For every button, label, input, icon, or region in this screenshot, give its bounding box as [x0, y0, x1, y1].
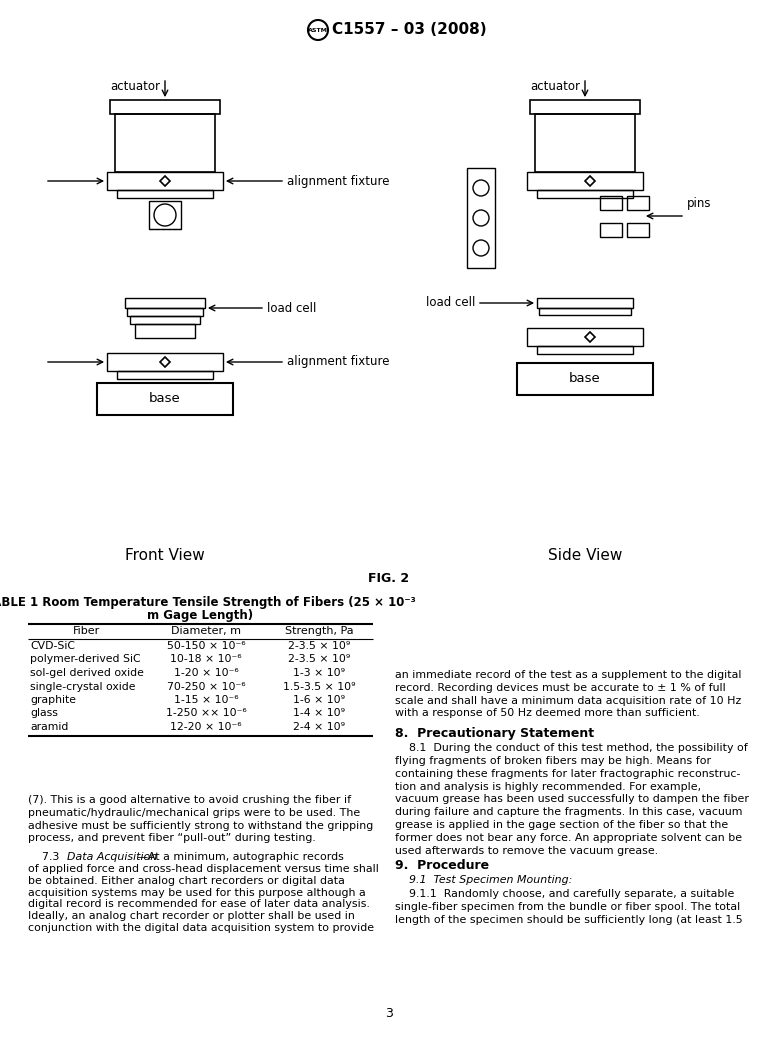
Bar [107, 172, 223, 191]
Text: Fiber: Fiber [73, 626, 100, 636]
Text: 8.  Precautionary Statement: 8. Precautionary Statement [395, 728, 594, 740]
Text: Strength, Pa: Strength, Pa [286, 626, 354, 636]
Text: 12-20 × 10⁻⁶: 12-20 × 10⁻⁶ [170, 722, 242, 732]
Text: 9.1.1  Randomly choose, and carefully separate, a suitable
single-fiber specimen: 9.1.1 Randomly choose, and carefully sep… [395, 889, 743, 924]
Bar [517, 363, 653, 395]
Text: m Gage Length): m Gage Length) [148, 609, 254, 623]
Text: 10-18 × 10⁻⁶: 10-18 × 10⁻⁶ [170, 655, 242, 664]
Text: 1.5-3.5 × 10⁹: 1.5-3.5 × 10⁹ [283, 682, 356, 691]
Text: base: base [149, 392, 180, 406]
Text: 9.1  Test Specimen Mounting:: 9.1 Test Specimen Mounting: [395, 875, 573, 886]
Text: Side View: Side View [548, 548, 622, 563]
Text: 50-150 × 10⁻⁶: 50-150 × 10⁻⁶ [166, 641, 245, 651]
Text: 1-20 × 10⁻⁶: 1-20 × 10⁻⁶ [173, 668, 238, 678]
Text: polymer-derived SiC: polymer-derived SiC [30, 655, 141, 664]
Text: digital record is recommended for ease of later data analysis.: digital record is recommended for ease o… [28, 899, 370, 910]
Text: 2-4 × 10⁹: 2-4 × 10⁹ [293, 722, 345, 732]
Text: of applied force and cross-head displacement versus time shall: of applied force and cross-head displace… [28, 864, 379, 874]
Bar [530, 100, 640, 115]
Bar [127, 308, 203, 316]
Text: load cell: load cell [267, 302, 317, 314]
Bar [539, 308, 631, 315]
Text: alignment fixture: alignment fixture [287, 355, 390, 369]
Bar [125, 298, 205, 308]
Text: Front View: Front View [125, 548, 205, 563]
Text: load cell: load cell [426, 297, 475, 309]
Text: 7.3: 7.3 [28, 853, 66, 862]
Bar [110, 100, 220, 115]
Bar [527, 328, 643, 346]
Text: CVD-SiC: CVD-SiC [30, 641, 75, 651]
Text: 1-4 × 10⁹: 1-4 × 10⁹ [293, 709, 345, 718]
Text: be obtained. Either analog chart recorders or digital data: be obtained. Either analog chart recorde… [28, 875, 345, 886]
Text: 2-3.5 × 10⁹: 2-3.5 × 10⁹ [289, 641, 351, 651]
Text: 3: 3 [385, 1007, 393, 1020]
Text: —At a minimum, autographic records: —At a minimum, autographic records [137, 853, 344, 862]
Text: ASTM: ASTM [308, 27, 328, 32]
Bar [115, 115, 215, 172]
Text: actuator: actuator [110, 79, 160, 93]
Bar [97, 383, 233, 415]
Bar [149, 201, 181, 229]
Bar [627, 196, 649, 210]
Bar [107, 353, 223, 371]
Text: glass: glass [30, 709, 58, 718]
Text: (7). This is a good alternative to avoid crushing the fiber if
pneumatic/hydraul: (7). This is a good alternative to avoid… [28, 795, 373, 843]
Bar [535, 115, 635, 172]
Text: actuator: actuator [530, 79, 580, 93]
Text: C1557 – 03 (2008): C1557 – 03 (2008) [332, 23, 486, 37]
Bar [135, 324, 195, 338]
Text: graphite: graphite [30, 695, 76, 705]
Text: single-crystal oxide: single-crystal oxide [30, 682, 135, 691]
Bar [600, 196, 622, 210]
Text: 1-250 ×× 10⁻⁶: 1-250 ×× 10⁻⁶ [166, 709, 247, 718]
Text: 2-3.5 × 10⁹: 2-3.5 × 10⁹ [289, 655, 351, 664]
Bar [117, 191, 213, 198]
Bar [627, 223, 649, 237]
Text: acquisition systems may be used for this purpose although a: acquisition systems may be used for this… [28, 888, 366, 897]
Text: 9.  Procedure: 9. Procedure [395, 860, 489, 872]
Bar [130, 316, 200, 324]
Text: 1-6 × 10⁹: 1-6 × 10⁹ [293, 695, 345, 705]
Text: Data Acquisition: Data Acquisition [67, 853, 157, 862]
Text: aramid: aramid [30, 722, 68, 732]
Text: 1-15 × 10⁻⁶: 1-15 × 10⁻⁶ [173, 695, 238, 705]
Text: 8.1  During the conduct of this test method, the possibility of
flying fragments: 8.1 During the conduct of this test meth… [395, 743, 749, 856]
Bar [467, 168, 495, 268]
Text: pins: pins [687, 198, 712, 210]
Bar [600, 223, 622, 237]
Bar [527, 172, 643, 191]
Text: alignment fixture: alignment fixture [287, 175, 390, 187]
Text: base: base [569, 373, 601, 385]
Text: Ideally, an analog chart recorder or plotter shall be used in: Ideally, an analog chart recorder or plo… [28, 911, 355, 921]
Bar [537, 298, 633, 308]
Bar [537, 191, 633, 198]
Text: sol-gel derived oxide: sol-gel derived oxide [30, 668, 144, 678]
Text: 1-3 × 10⁹: 1-3 × 10⁹ [293, 668, 345, 678]
Bar [117, 371, 213, 379]
Text: TABLE 1 Room Temperature Tensile Strength of Fibers (25 × 10⁻³: TABLE 1 Room Temperature Tensile Strengt… [0, 596, 416, 609]
Text: an immediate record of the test as a supplement to the digital
record. Recording: an immediate record of the test as a sup… [395, 670, 741, 718]
Bar [537, 346, 633, 354]
Text: 70-250 × 10⁻⁶: 70-250 × 10⁻⁶ [166, 682, 245, 691]
Text: Diameter, m: Diameter, m [171, 626, 241, 636]
Text: FIG. 2: FIG. 2 [369, 572, 409, 585]
Text: conjunction with the digital data acquisition system to provide: conjunction with the digital data acquis… [28, 923, 374, 933]
